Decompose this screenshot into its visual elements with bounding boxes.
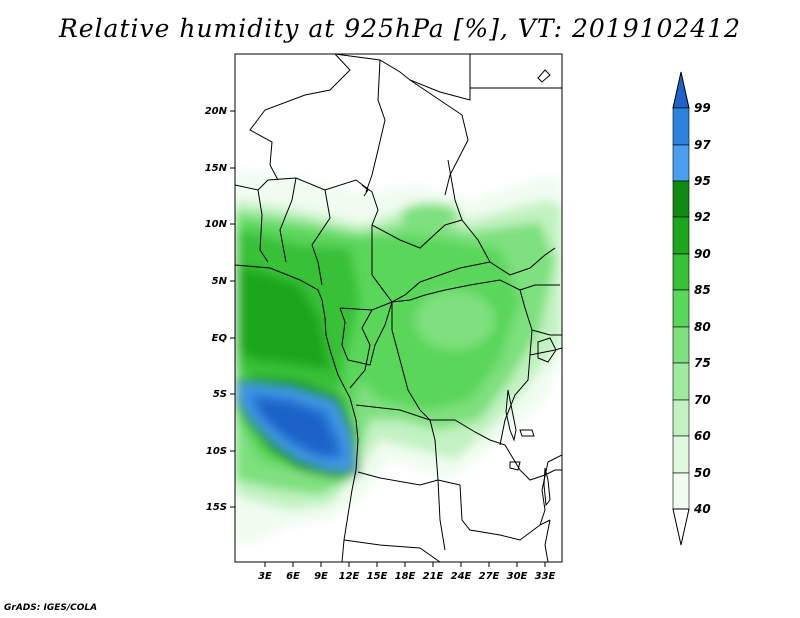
lon-label: 12E: [339, 571, 360, 582]
lon-label: 3E: [258, 571, 272, 582]
lon-label: 30E: [507, 571, 528, 582]
footer-credit: GrADS: IGES/COLA: [4, 603, 98, 613]
colorbar-cell: [672, 253, 690, 291]
rh-90-region: [238, 265, 330, 370]
colorbar-cell: [672, 144, 690, 182]
lat-axis: 20N 15N 10N 5N EQ 5S 10S 15S: [205, 106, 235, 513]
colorbar-cell: [672, 472, 690, 510]
lat-label: EQ: [212, 333, 228, 344]
colorbar: 99 97 95 92 90 85 80 75 70 60 50 40: [672, 71, 711, 546]
colorbar-cell: [672, 289, 690, 328]
colorbar-cell: [672, 180, 690, 218]
colorbar-cell: [672, 216, 690, 255]
lake-victoria: [537, 337, 557, 363]
colorbar-label: 40: [693, 502, 711, 516]
colorbar-label: 70: [694, 393, 711, 407]
colorbar-label: 95: [694, 174, 711, 188]
lon-label: 6E: [286, 571, 300, 582]
colorbar-cell: [672, 107, 690, 146]
lon-label: 18E: [395, 571, 416, 582]
lat-label: 15N: [205, 163, 228, 174]
lat-label: 10N: [205, 219, 228, 230]
colorbar-cell: [672, 435, 690, 474]
lon-label: 27E: [479, 571, 500, 582]
lat-label: 15S: [206, 502, 227, 513]
colorbar-label: 80: [694, 320, 711, 334]
lake-tanganyika: [505, 389, 517, 442]
lon-label: 21E: [423, 571, 444, 582]
lon-label: 33E: [535, 571, 556, 582]
colorbar-label: 90: [694, 247, 711, 261]
colorbar-top-arrow: [672, 71, 690, 109]
lon-label: 15E: [367, 571, 388, 582]
colorbar-label: 97: [694, 138, 711, 152]
colorbar-label: 99: [694, 101, 711, 115]
lake-malawi: [543, 467, 551, 507]
chart-title: Relative humidity at 925hPa [%], VT: 201…: [58, 14, 742, 43]
lon-label: 24E: [451, 571, 472, 582]
country-borders: [235, 54, 562, 562]
map-frame: [234, 53, 563, 563]
lat-label: 20N: [205, 106, 228, 117]
lat-label: 5S: [213, 389, 227, 400]
colorbar-label: 92: [694, 210, 711, 224]
lon-label: 9E: [314, 571, 328, 582]
colorbar-label: 60: [694, 429, 711, 443]
colorbar-cell: [672, 362, 690, 401]
colorbar-cell: [672, 326, 690, 364]
colorbar-label: 75: [694, 356, 711, 370]
lat-label: 10S: [206, 446, 227, 457]
lat-label: 5N: [212, 276, 228, 287]
colorbar-cell: [672, 399, 690, 437]
colorbar-bottom-arrow: [672, 508, 690, 546]
lon-axis: 3E 6E 9E 12E 15E 18E 21E 24E 27E 30E 33E: [258, 562, 556, 582]
humidity-field: [235, 54, 562, 562]
coastline: [235, 264, 359, 562]
colorbar-label: 85: [694, 283, 711, 297]
rh-99-region: [255, 398, 337, 455]
colorbar-label: 50: [694, 466, 711, 480]
